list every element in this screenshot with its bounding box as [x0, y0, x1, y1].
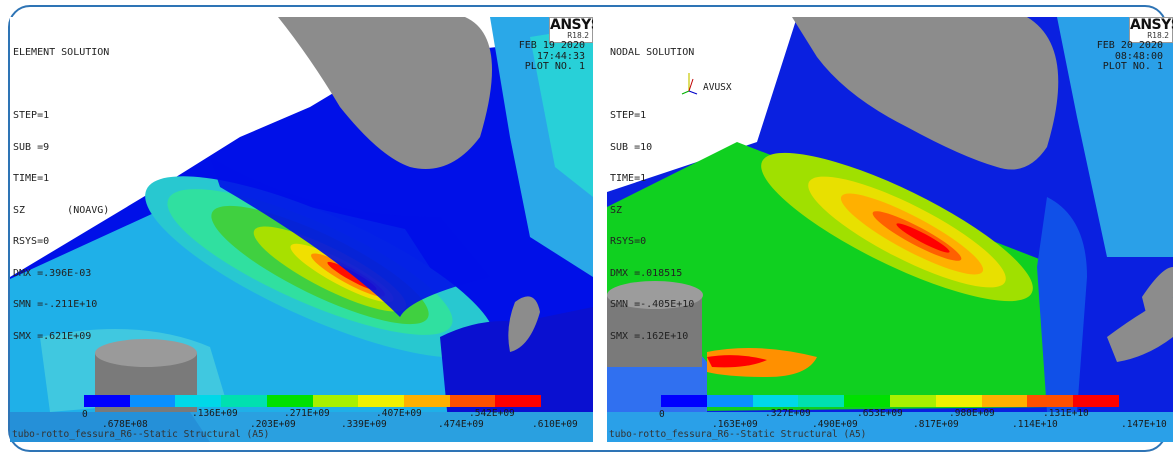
- legend-swatch: [889, 395, 936, 407]
- legend-tick: .542E+09: [469, 408, 515, 419]
- legend-swatch: [752, 395, 799, 407]
- info-line: STEP=1: [610, 110, 647, 121]
- legend-tick: .136E+09: [192, 408, 238, 419]
- info-line: TIME=1: [13, 173, 50, 184]
- time-line: 08:48:00: [1114, 50, 1163, 62]
- info-line: DMX =.396E-03: [13, 267, 92, 279]
- contour-plot: [10, 17, 593, 442]
- date-line: FEB 19 2020: [518, 40, 585, 51]
- legend-swatch: [706, 395, 753, 407]
- legend-tick: .131E+10: [1043, 408, 1089, 419]
- info-line: [13, 80, 109, 91]
- legend-tick: .980E+09: [949, 408, 995, 419]
- info-line: SMN =-.405E+10: [610, 299, 695, 310]
- model-caption: tubo-rotto_fessura_R6--Static Structural…: [609, 429, 867, 440]
- coordinate-triad-icon: [681, 73, 698, 95]
- legend-swatch: [84, 395, 130, 407]
- nodal-solution-panel: ANSYS R18.2 NODAL SOLUTION STEP=1 SUB =1…: [607, 17, 1173, 442]
- legend-tick: .490E+09: [812, 419, 858, 430]
- legend-tick: .653E+09: [857, 408, 903, 419]
- color-legend: [661, 395, 1119, 407]
- contour-plot: [607, 17, 1173, 442]
- logo-brand: ANSYS: [1130, 17, 1173, 33]
- time-line: 17:44:33: [536, 50, 585, 62]
- legend-swatch: [495, 395, 542, 407]
- info-line: SMX =.621E+09: [13, 330, 92, 342]
- logo-version: R18.2: [1147, 31, 1169, 40]
- legend-tick: 0: [659, 409, 665, 420]
- legend-tick: .271E+09: [284, 408, 330, 419]
- legend-tick: .407E+09: [376, 408, 422, 419]
- info-line: SZ: [610, 204, 623, 216]
- info-line: ELEMENT SOLUTION: [13, 47, 110, 58]
- plot-date: FEB 19 2020 17:44:33 PLOT NO. 1: [518, 40, 585, 73]
- legend-tick: .114E+10: [1012, 419, 1058, 430]
- plot-date: FEB 20 2020 08:48:00 PLOT NO. 1: [1096, 40, 1163, 73]
- date-line: FEB 20 2020: [1096, 40, 1163, 51]
- legend-swatch: [358, 395, 404, 407]
- legend-swatch: [844, 395, 890, 407]
- solution-info: ELEMENT SOLUTION STEP=1 SUB =9 TIME=1 SZ…: [13, 27, 109, 363]
- triad-label: AVUSX: [703, 82, 732, 93]
- legend-swatch: [266, 395, 313, 407]
- legend-swatch: [175, 395, 222, 407]
- info-line: DMX =.018515: [610, 267, 683, 279]
- logo-brand: ANSYS: [550, 17, 593, 33]
- legend-swatch: [935, 395, 982, 407]
- legend-tick: .610E+09: [532, 419, 578, 430]
- info-line: SUB =10: [610, 141, 653, 153]
- legend-tick: .474E+09: [438, 419, 484, 430]
- legend-swatch: [1027, 395, 1074, 407]
- info-line: SMN =-.211E+10: [13, 299, 98, 310]
- info-line: SZ (NOAVG): [13, 204, 110, 216]
- legend-swatch: [661, 395, 707, 407]
- legend-tick: 0: [82, 409, 88, 420]
- legend-tick: .203E+09: [250, 419, 296, 430]
- legend-swatch: [798, 395, 845, 407]
- legend-swatch: [449, 395, 496, 407]
- info-line: SMX =.162E+10: [610, 330, 689, 342]
- legend-tick: .678E+08: [102, 419, 148, 430]
- legend-tick: .147E+10: [1121, 419, 1167, 430]
- legend-swatch: [1073, 395, 1119, 407]
- legend-swatch: [403, 395, 450, 407]
- model-caption: tubo-rotto_fessura_R6--Static Structural…: [12, 429, 270, 440]
- solution-info: NODAL SOLUTION STEP=1 SUB =10 TIME=1 SZ …: [610, 27, 694, 363]
- color-legend: [84, 395, 542, 407]
- info-line: NODAL SOLUTION: [610, 47, 695, 58]
- element-solution-panel: ANSYS R18.2 ELEMENT SOLUTION STEP=1 SUB …: [10, 17, 593, 442]
- logo-version: R18.2: [567, 31, 589, 40]
- legend-tick: .163E+09: [712, 419, 758, 430]
- legend-swatch: [221, 395, 267, 407]
- info-line: SUB =9: [13, 141, 50, 153]
- legend-tick: .817E+09: [913, 419, 959, 430]
- info-line: RSYS=0: [13, 236, 50, 247]
- legend-tick: .327E+09: [765, 408, 811, 419]
- ansys-logo: ANSYS R18.2: [549, 17, 593, 43]
- legend-swatch: [129, 395, 176, 407]
- info-line: STEP=1: [13, 110, 50, 121]
- plot-number: PLOT NO. 1: [1102, 61, 1163, 72]
- legend-swatch: [981, 395, 1028, 407]
- legend-swatch: [312, 395, 359, 407]
- plot-number: PLOT NO. 1: [524, 61, 585, 72]
- info-line: RSYS=0: [610, 236, 647, 247]
- legend-tick: .339E+09: [341, 419, 387, 430]
- info-line: TIME=1: [610, 173, 647, 184]
